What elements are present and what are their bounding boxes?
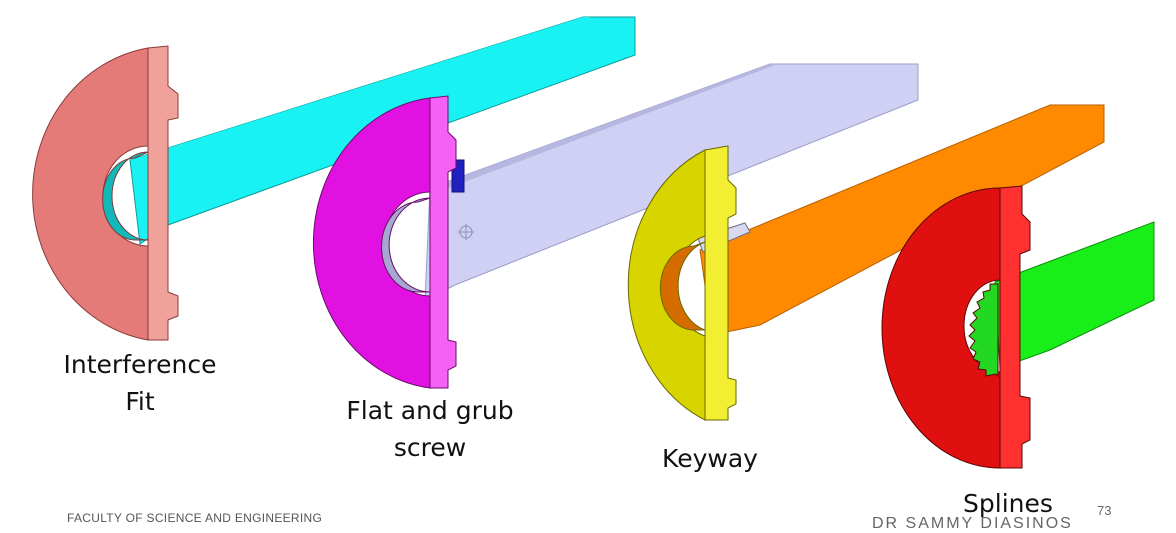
splines-figure [881, 185, 1155, 469]
interference-fit-hub-side [147, 45, 179, 341]
label-line: Fit [125, 387, 155, 416]
label-line: Keyway [662, 444, 758, 473]
keyway-figure [627, 104, 1105, 421]
splines-hub-side [999, 185, 1031, 469]
footer-author-text: DR SAMMY DIASINOS [872, 515, 1073, 532]
splines-hub-face [881, 187, 1001, 469]
flat-grub-screw-bore [381, 197, 431, 293]
flat-grub-screw-flat [430, 64, 778, 192]
flat-grub-screw-hub-side [429, 95, 457, 389]
footer-faculty-text: FACULTY OF SCIENCE AND ENGINEERING [67, 511, 323, 525]
keyway-hub-side [704, 145, 737, 421]
interference-fit-shaft-top [130, 17, 590, 162]
interference-fit-hub-face [32, 47, 149, 341]
splines-teeth [968, 283, 999, 378]
label-flat-and-grub-screw: Flat and grub screw [330, 392, 530, 466]
label-splines: Splines [908, 485, 1108, 522]
keyway-bore [659, 241, 706, 331]
splines-shaft [994, 221, 1155, 369]
page-number: 73 [1097, 503, 1112, 518]
label-line: Flat and grub [346, 396, 514, 425]
label-line: screw [393, 433, 467, 462]
center-marker-icon [458, 224, 474, 240]
label-interference-fit: Interference Fit [40, 346, 240, 420]
interference-fit-bore [102, 151, 149, 241]
label-line: Splines [963, 489, 1053, 518]
label-keyway: Keyway [610, 440, 810, 477]
label-line: Interference [63, 350, 217, 379]
